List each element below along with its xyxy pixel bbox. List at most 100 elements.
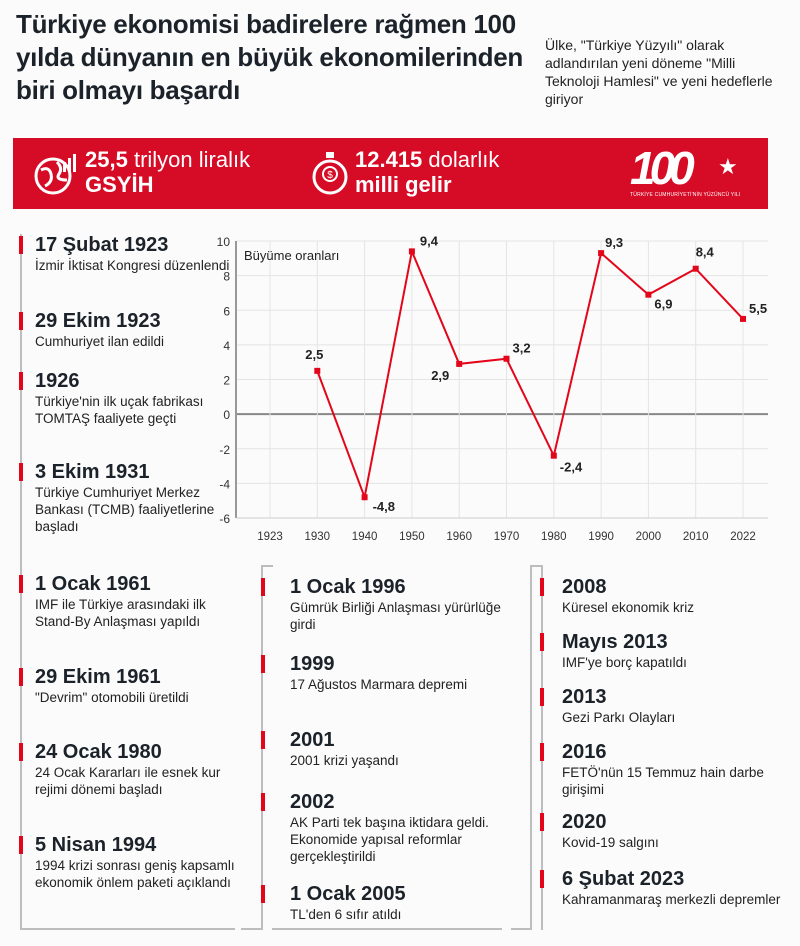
data-point (314, 367, 321, 374)
timeline-item: 29 Ekim 1961 "Devrim" otomobili üretildi (19, 665, 245, 706)
timeline-date: 1 Ocak 1961 (35, 573, 151, 595)
money-bag-icon: $ (312, 152, 348, 195)
timeline-marker (261, 731, 265, 749)
timeline-item: 2001 2001 krizi yaşandı (261, 728, 515, 769)
data-point (645, 291, 652, 298)
timeline-item: 1 Ocak 1996 Gümrük Birliği Anlaşması yürü… (261, 575, 515, 633)
timeline-text: Cumhuriyet ilan edildi (35, 334, 165, 349)
timeline-text: Türkiye'nin ilk uçak fabrikası TOMTAŞ fa… (35, 394, 204, 426)
gdp-stat: 25,5 trilyon liralık GSYİH (85, 147, 251, 197)
data-point (361, 494, 368, 501)
timeline-connector (511, 928, 532, 930)
centennial-logo: 100 TÜRKİYE CUMHURİYETİ'NİN YÜZÜNCÜ YILI ★ (630, 142, 741, 198)
timeline-item: 2002 AK Parti tek başına iktidara geldi. … (261, 790, 515, 865)
svg-text:$: $ (327, 170, 333, 181)
data-label: -2,4 (560, 460, 583, 475)
timeline-text: 24 Ocak Kararları ile esnek kur rejimi d… (35, 765, 221, 797)
timeline-item: Mayıs 2013 IMF'ye borç kapatıldı (540, 630, 787, 671)
timeline-connector (530, 565, 542, 567)
y-tick-label: 10 (217, 235, 231, 249)
x-tick-label: 1980 (541, 531, 567, 543)
data-point (550, 452, 557, 459)
timeline-connector (261, 565, 273, 567)
timeline-date: 3 Ekim 1931 (35, 461, 150, 483)
timeline-marker (19, 463, 23, 481)
timeline-marker (19, 372, 23, 390)
timeline-marker (540, 688, 544, 706)
y-tick-label: -6 (219, 512, 230, 526)
timeline-date: Mayıs 2013 (562, 631, 668, 653)
y-tick-label: 4 (223, 339, 230, 353)
data-point (740, 315, 746, 322)
timeline-item: 1926 Türkiye'nin ilk uçak fabrikası TOMTA… (19, 369, 245, 427)
x-tick-label: 1940 (352, 531, 378, 543)
timeline-date: 2001 (290, 729, 335, 751)
data-label: 6,9 (654, 297, 672, 312)
timeline-date: 2013 (562, 686, 607, 708)
timeline-date: 29 Ekim 1923 (35, 310, 161, 332)
x-tick-label: 1950 (399, 531, 425, 543)
timeline-item: 1999 17 Ağustos Marmara depremi (261, 652, 515, 693)
y-tick-label: -4 (219, 477, 230, 491)
y-tick-label: 2 (223, 374, 230, 388)
data-label: 8,4 (696, 245, 715, 260)
timeline-item: 29 Ekim 1923 Cumhuriyet ilan edildi (19, 309, 245, 350)
timeline-marker (19, 575, 23, 593)
timeline-text: Küresel ekonomik kriz (562, 600, 695, 615)
timeline-connector (241, 928, 263, 930)
page-subtitle: Ülke, "Türkiye Yüzyılı" olarak adlandırı… (545, 37, 773, 107)
page-title: Türkiye ekonomisi badirelere rağmen 100 … (16, 9, 523, 105)
timeline-date: 17 Şubat 1923 (35, 234, 169, 256)
globe-growth-icon (34, 154, 76, 195)
series-line (316, 247, 744, 501)
growth-chart: -6 -4 -2 0 2 4 6 8 10 1923 1930 1940 1950 1960 1970 198… (217, 233, 768, 543)
timeline-text: "Devrim" otomobili üretildi (35, 690, 189, 705)
timeline-date: 2008 (562, 576, 607, 598)
timeline-marker (540, 633, 544, 651)
y-tick-label: 8 (223, 270, 230, 284)
x-tick-label: 1960 (446, 531, 472, 543)
income-stat: 12.415 dolarlık milli gelir (355, 147, 500, 197)
timeline-date: 24 Ocak 1980 (35, 741, 162, 763)
timeline-marker (540, 743, 544, 761)
timeline-text: 2001 krizi yaşandı (290, 753, 399, 768)
timeline-connector (272, 928, 502, 930)
timeline-item: 3 Ekim 1931 Türkiye Cumhuriyet Merkez Ban… (19, 460, 245, 535)
timeline-date: 1926 (35, 370, 80, 392)
timeline-marker (19, 668, 23, 686)
timeline-date: 1999 (290, 653, 335, 675)
data-label: 2,5 (305, 347, 323, 362)
timeline-line-2b (530, 565, 532, 930)
y-tick-label: -2 (219, 443, 230, 457)
timeline-text: FETÖ'nün 15 Temmuz hain darbe girişimi (562, 765, 764, 797)
timeline-text: AK Parti tek başına iktidara geldi. Ekon… (290, 815, 489, 864)
data-label: 5,5 (749, 301, 767, 316)
timeline-text: Gümrük Birliği Anlaşması yürürlüğe girdi (290, 600, 501, 632)
timeline-item: 1 Ocak 1961 IMF ile Türkiye arasındaki il… (19, 572, 245, 630)
timeline-text: 1994 krizi sonrası geniş kapsamlı ekonom… (35, 858, 235, 890)
timeline-item: 6 Şubat 2023 Kahramanmaraş merkezli depre… (540, 867, 787, 908)
y-tick-label: 0 (223, 408, 230, 422)
timeline-marker (540, 813, 544, 831)
timeline-marker (19, 743, 23, 761)
data-label: 9,3 (605, 235, 623, 250)
timeline-date: 5 Nisan 1994 (35, 834, 157, 856)
timeline-item: 2013 Gezi Parkı Olayları (540, 685, 787, 726)
timeline-date: 6 Şubat 2023 (562, 868, 685, 890)
data-point (503, 355, 510, 362)
timeline-text: 17 Ağustos Marmara depremi (290, 677, 468, 692)
timeline-item: 2008 Küresel ekonomik kriz (540, 575, 787, 616)
timeline-date: 2016 (562, 741, 607, 763)
timeline-text: IMF'ye borç kapatıldı (562, 655, 687, 670)
data-label: 2,9 (431, 368, 449, 383)
timeline-text: İzmir İktisat Kongresi düzenlendi (35, 258, 230, 273)
data-label: 9,4 (420, 233, 439, 248)
timeline-marker (540, 578, 544, 596)
timeline-marker (261, 885, 265, 903)
data-point (456, 360, 463, 367)
timeline-item: 5 Nisan 1994 1994 krizi sonrası geniş kap… (19, 833, 245, 891)
data-point (598, 250, 605, 257)
timeline-marker (19, 312, 23, 330)
timeline-text: Kahramanmaraş merkezli depremler (562, 892, 781, 907)
chart-title: Büyüme oranları (244, 248, 339, 263)
